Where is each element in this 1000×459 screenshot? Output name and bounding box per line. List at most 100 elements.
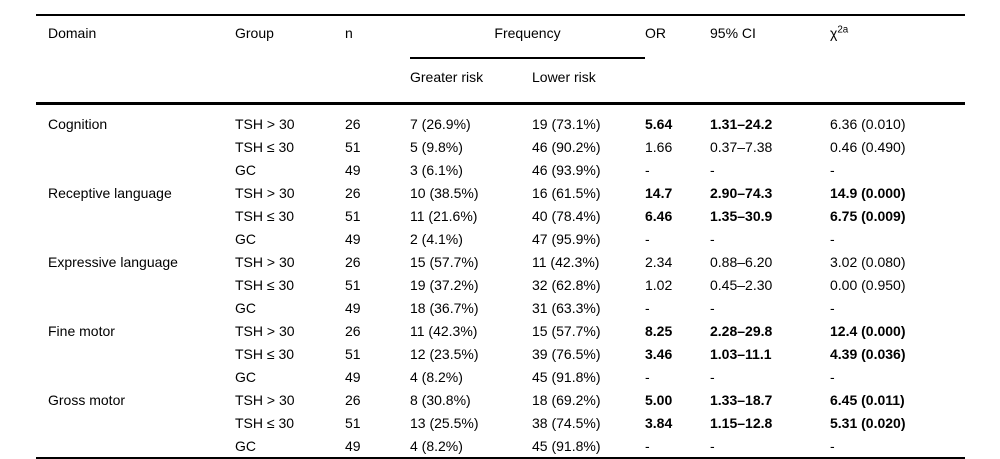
cell-group: TSH ≤ 30 [235,276,295,293]
table-row: TSH ≤ 30 51 19 (37.2%) 32 (62.8%) 1.02 0… [36,273,965,296]
cell-chi-square: - [830,434,965,459]
cell-lower-risk: 15 (57.7%) [532,322,601,339]
cell-greater-risk: 18 (36.7%) [410,299,479,316]
cell-greater-risk: 5 (9.8%) [410,138,463,155]
cell-n: 26 [345,391,361,408]
cell-greater-risk: 13 (25.5%) [410,414,479,431]
results-table: Domain Group n Frequency OR 95% CI χ2a G… [36,14,965,459]
table-row: Gross motor TSH > 30 26 8 (30.8%) 18 (69… [36,388,965,411]
table-row: Receptive language TSH > 30 26 10 (38.5%… [36,181,965,204]
cell-greater-risk: 7 (26.9%) [410,115,471,132]
cell-lower-risk: 45 (91.8%) [532,434,645,459]
cell-lower-risk: 31 (63.3%) [532,299,601,316]
cell-domain: Cognition [48,115,108,132]
table-row: Fine motor TSH > 30 26 11 (42.3%) 15 (57… [36,319,965,342]
chi-symbol: χ [830,25,838,41]
cell-group: TSH > 30 [235,115,295,132]
table-row: TSH ≤ 30 51 13 (25.5%) 38 (74.5%) 3.84 1… [36,411,965,434]
cell-group: TSH ≤ 30 [235,345,295,362]
cell-n: 49 [345,230,361,247]
cell-or: - [645,434,710,459]
cell-n: 26 [345,184,361,201]
cell-n: 51 [345,345,361,362]
col-header-frequency: Frequency [410,15,645,59]
table-row: TSH ≤ 30 51 11 (21.6%) 40 (78.4%) 6.46 1… [36,204,965,227]
col-header-greater-risk: Greater risk [410,58,532,105]
cell-or: - [645,299,650,316]
cell-n: 51 [345,414,361,431]
cell-domain [36,411,235,434]
cell-group: GC [235,434,345,459]
cell-greater-risk: 12 (23.5%) [410,345,479,362]
cell-domain: Expressive language [48,253,178,270]
col-header-lower-risk: Lower risk [532,58,645,105]
cell-domain [36,135,235,158]
cell-lower-risk: 47 (95.9%) [532,230,601,247]
cell-or: 2.34 [645,253,673,270]
cell-lower-risk: 45 (91.8%) [532,368,601,385]
cell-lower-risk: 18 (69.2%) [532,391,601,408]
cell-lower-risk: 16 (61.5%) [532,184,601,201]
cell-greater-risk: 11 (21.6%) [410,207,478,224]
cell-n: 49 [345,161,361,178]
cell-chi-square: 6.75 (0.009) [830,207,906,224]
cell-group: GC [235,230,256,247]
cell-greater-risk: 19 (37.2%) [410,276,479,293]
cell-lower-risk: 40 (78.4%) [532,207,601,224]
cell-chi-square: - [830,161,835,178]
cell-ci: 0.45–2.30 [710,276,773,293]
cell-group: TSH ≤ 30 [235,414,295,431]
cell-ci: 0.37–7.38 [710,138,773,155]
col-header-chi-square: χ2a [830,15,965,105]
cell-chi-square: 4.39 (0.036) [830,345,906,362]
cell-lower-risk: 46 (90.2%) [532,138,601,155]
table-row: GC 49 4 (8.2%) 45 (91.8%) - - - [36,365,965,388]
cell-chi-square: 5.31 (0.020) [830,414,906,431]
cell-or: 6.46 [645,207,673,224]
cell-domain: Receptive language [48,184,172,201]
cell-or: 14.7 [645,184,673,201]
table-row: Cognition TSH > 30 26 7 (26.9%) 19 (73.1… [36,104,965,136]
cell-greater-risk: 3 (6.1%) [410,161,463,178]
cell-chi-square: 0.46 (0.490) [830,138,906,155]
cell-or: 3.84 [645,414,673,431]
table-row: TSH ≤ 30 51 12 (23.5%) 39 (76.5%) 3.46 1… [36,342,965,365]
col-header-ci: 95% CI [710,15,830,105]
cell-group: TSH ≤ 30 [235,207,295,224]
cell-or: 1.02 [645,276,673,293]
cell-domain [36,342,235,365]
cell-n: 51 [345,138,361,155]
cell-n: 51 [345,207,361,224]
cell-greater-risk: 10 (38.5%) [410,184,479,201]
cell-n: 26 [345,322,361,339]
table-row: GC 49 2 (4.1%) 47 (95.9%) - - - [36,227,965,250]
cell-ci: 0.88–6.20 [710,253,773,270]
cell-group: GC [235,368,256,385]
cell-domain [36,296,235,319]
cell-n: 49 [345,299,361,316]
cell-domain [36,273,235,296]
cell-chi-square: 3.02 (0.080) [830,253,906,270]
cell-or: - [645,161,650,178]
col-header-n: n [345,15,410,105]
cell-ci: 1.03–11.1 [710,345,772,362]
cell-ci: - [710,434,830,459]
cell-greater-risk: 11 (42.3%) [410,322,478,339]
cell-group: TSH > 30 [235,391,295,408]
cell-n: 51 [345,276,361,293]
cell-lower-risk: 32 (62.8%) [532,276,601,293]
cell-ci: 1.31–24.2 [710,115,773,132]
cell-chi-square: 6.36 (0.010) [830,115,906,132]
cell-group: TSH > 30 [235,253,295,270]
cell-lower-risk: 11 (42.3%) [532,253,600,270]
table-row: TSH ≤ 30 51 5 (9.8%) 46 (90.2%) 1.66 0.3… [36,135,965,158]
cell-greater-risk: 15 (57.7%) [410,253,479,270]
cell-n: 49 [345,434,410,459]
header-row-sub: Greater risk Lower risk [36,58,965,105]
chi-superscript: 2a [837,24,849,36]
cell-ci: - [710,299,715,316]
cell-chi-square: - [830,368,835,385]
cell-chi-square: 0.00 (0.950) [830,276,906,293]
cell-chi-square: - [830,230,835,247]
cell-domain [36,204,235,227]
